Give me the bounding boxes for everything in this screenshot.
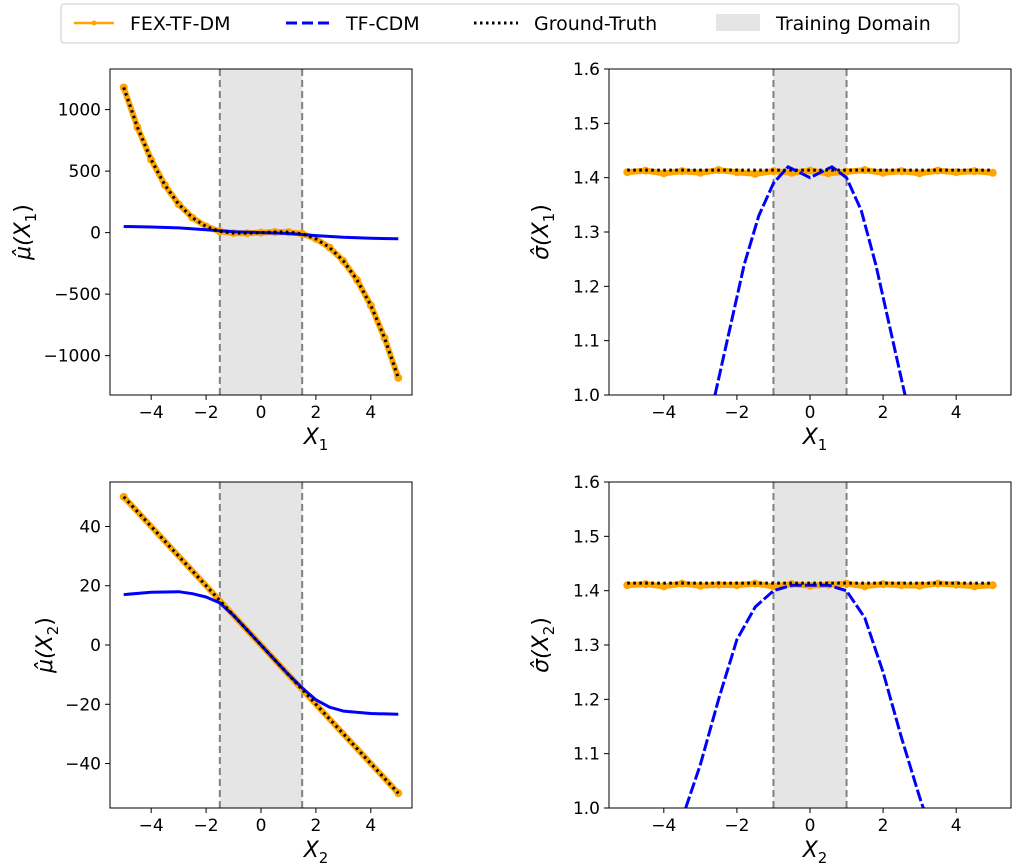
legend-label-fex: FEX-TF-DM [130,13,231,35]
series-point-fex-tf-dm [659,169,668,178]
series-point-fex-tf-dm [119,83,128,92]
x-tick-label: 4 [365,403,376,423]
x-tick-label: 2 [310,816,321,836]
series-line-tf-cdm [123,590,399,716]
x-tick-label: 2 [878,403,889,423]
x-tick-label: −4 [651,403,676,423]
ylabel-sigma-x1: σ̂(X1) [529,204,558,260]
series-point-fex-tf-dm [860,166,869,175]
ylabel-mu-x2: μ̂(X2) [33,617,62,674]
series-point-fex-tf-dm [732,581,741,590]
y-tick-label: 1.2 [573,277,600,297]
y-tick-label: −40 [65,755,101,775]
x-tick-label: −2 [194,816,219,836]
legend-item-tfcdm: TF-CDM [286,13,420,35]
ylabel-sigma-x2: σ̂(X2) [529,617,558,673]
x-tick-label: −4 [651,816,676,836]
series-point-fex-tf-dm [696,581,705,590]
y-tick-label: 1.0 [573,799,600,819]
y-tick-label: 1.6 [573,473,600,493]
legend-item-fex: FEX-TF-DM [74,13,231,35]
legend-item-training: Training Domain [716,13,931,35]
x-tick-label: −2 [724,816,749,836]
series-point-fex-tf-dm [623,168,632,177]
ylabel-mu-x1: μ̂(X1) [11,204,40,261]
x-tick-label: 0 [256,816,267,836]
legend-label-tfcdm: TF-CDM [345,13,420,35]
y-tick-label: 1000 [58,101,101,121]
series-point-fex-tf-dm [732,168,741,177]
legend-label-training: Training Domain [775,13,931,35]
series-point-fex-tf-dm [806,166,814,175]
y-tick-label: 1.1 [573,332,600,352]
y-tick-label: 1.6 [573,60,600,80]
y-tick-label: 1.3 [573,223,600,243]
y-tick-label: 1.5 [573,114,600,134]
y-tick-label: −500 [54,285,101,305]
series-line-tf-cdm [123,225,399,241]
y-tick-label: 1.5 [573,527,600,547]
y-tick-label: 0 [90,636,101,656]
x-tick-label: 4 [951,816,962,836]
x-tick-label: −4 [139,816,164,836]
x-tick-label: 4 [365,816,376,836]
y-tick-label: 1.3 [573,636,600,656]
series-line-tf-cdm [684,583,925,808]
x-tick-label: 0 [805,403,816,423]
y-tick-label: 1.0 [573,386,600,406]
series-line-ground-truth [122,87,400,379]
y-tick-label: −20 [65,695,101,715]
series-point-fex-tf-dm [988,581,997,590]
y-tick-label: −1000 [43,347,101,367]
xlabel-mu-x2: X2 [303,838,329,867]
x-tick-label: −2 [724,403,749,423]
legend-item-gt: Ground-Truth [474,13,657,35]
x-tick-label: 4 [951,403,962,423]
series-point-fex-tf-dm [988,168,997,177]
panel-mu-x1: −4 −2 0 2 4 −1000 −500 0 500 1000 X1 μ̂(X1) [11,68,413,454]
x-tick-label: 2 [878,816,889,836]
x-tick-label: 0 [256,403,267,423]
panel-sigma-x1: −4 −2 0 2 4 1.0 1.1 1.2 1.3 1.4 1.5 1.6 X1 σ̂(X1) [529,60,1012,454]
y-tick-label: 1.4 [573,169,600,189]
xlabel-sigma-x2: X2 [802,838,828,867]
panel-sigma-x2: −4 −2 0 2 4 1.0 1.1 1.2 1.3 1.4 1.5 1.6 X2 σ̂(X2) [529,473,1012,867]
training-domain-band [773,69,847,395]
x-tick-label: −4 [139,403,164,423]
legend: FEX-TF-DM TF-CDM Ground-Truth Training D… [60,3,960,44]
y-tick-label: 1.2 [573,690,600,710]
y-tick-label: 40 [79,517,101,537]
x-tick-label: −2 [194,403,219,423]
series-line-tf-cdm [713,165,907,395]
xlabel-sigma-x1: X1 [802,425,828,454]
y-tick-label: 20 [79,577,101,597]
series-line-ground-truth [122,495,400,795]
series-point-fex-tf-dm [751,169,760,178]
series-point-fex-tf-dm [659,582,668,591]
series-point-fex-tf-dm [714,580,723,589]
xlabel-mu-x1: X1 [303,425,329,454]
legend-marker-fex [91,20,97,26]
y-tick-label: 1.4 [573,582,600,602]
legend-swatch-training [716,14,760,31]
series-point-fex-tf-dm [623,581,632,590]
training-domain-band [773,482,847,808]
x-tick-label: 2 [310,403,321,423]
legend-label-gt: Ground-Truth [534,13,657,35]
x-tick-label: 0 [805,816,816,836]
series-point-fex-tf-dm [696,168,705,177]
y-tick-label: 0 [90,224,101,244]
y-tick-label: 500 [69,162,101,182]
y-tick-label: 1.1 [573,745,600,765]
